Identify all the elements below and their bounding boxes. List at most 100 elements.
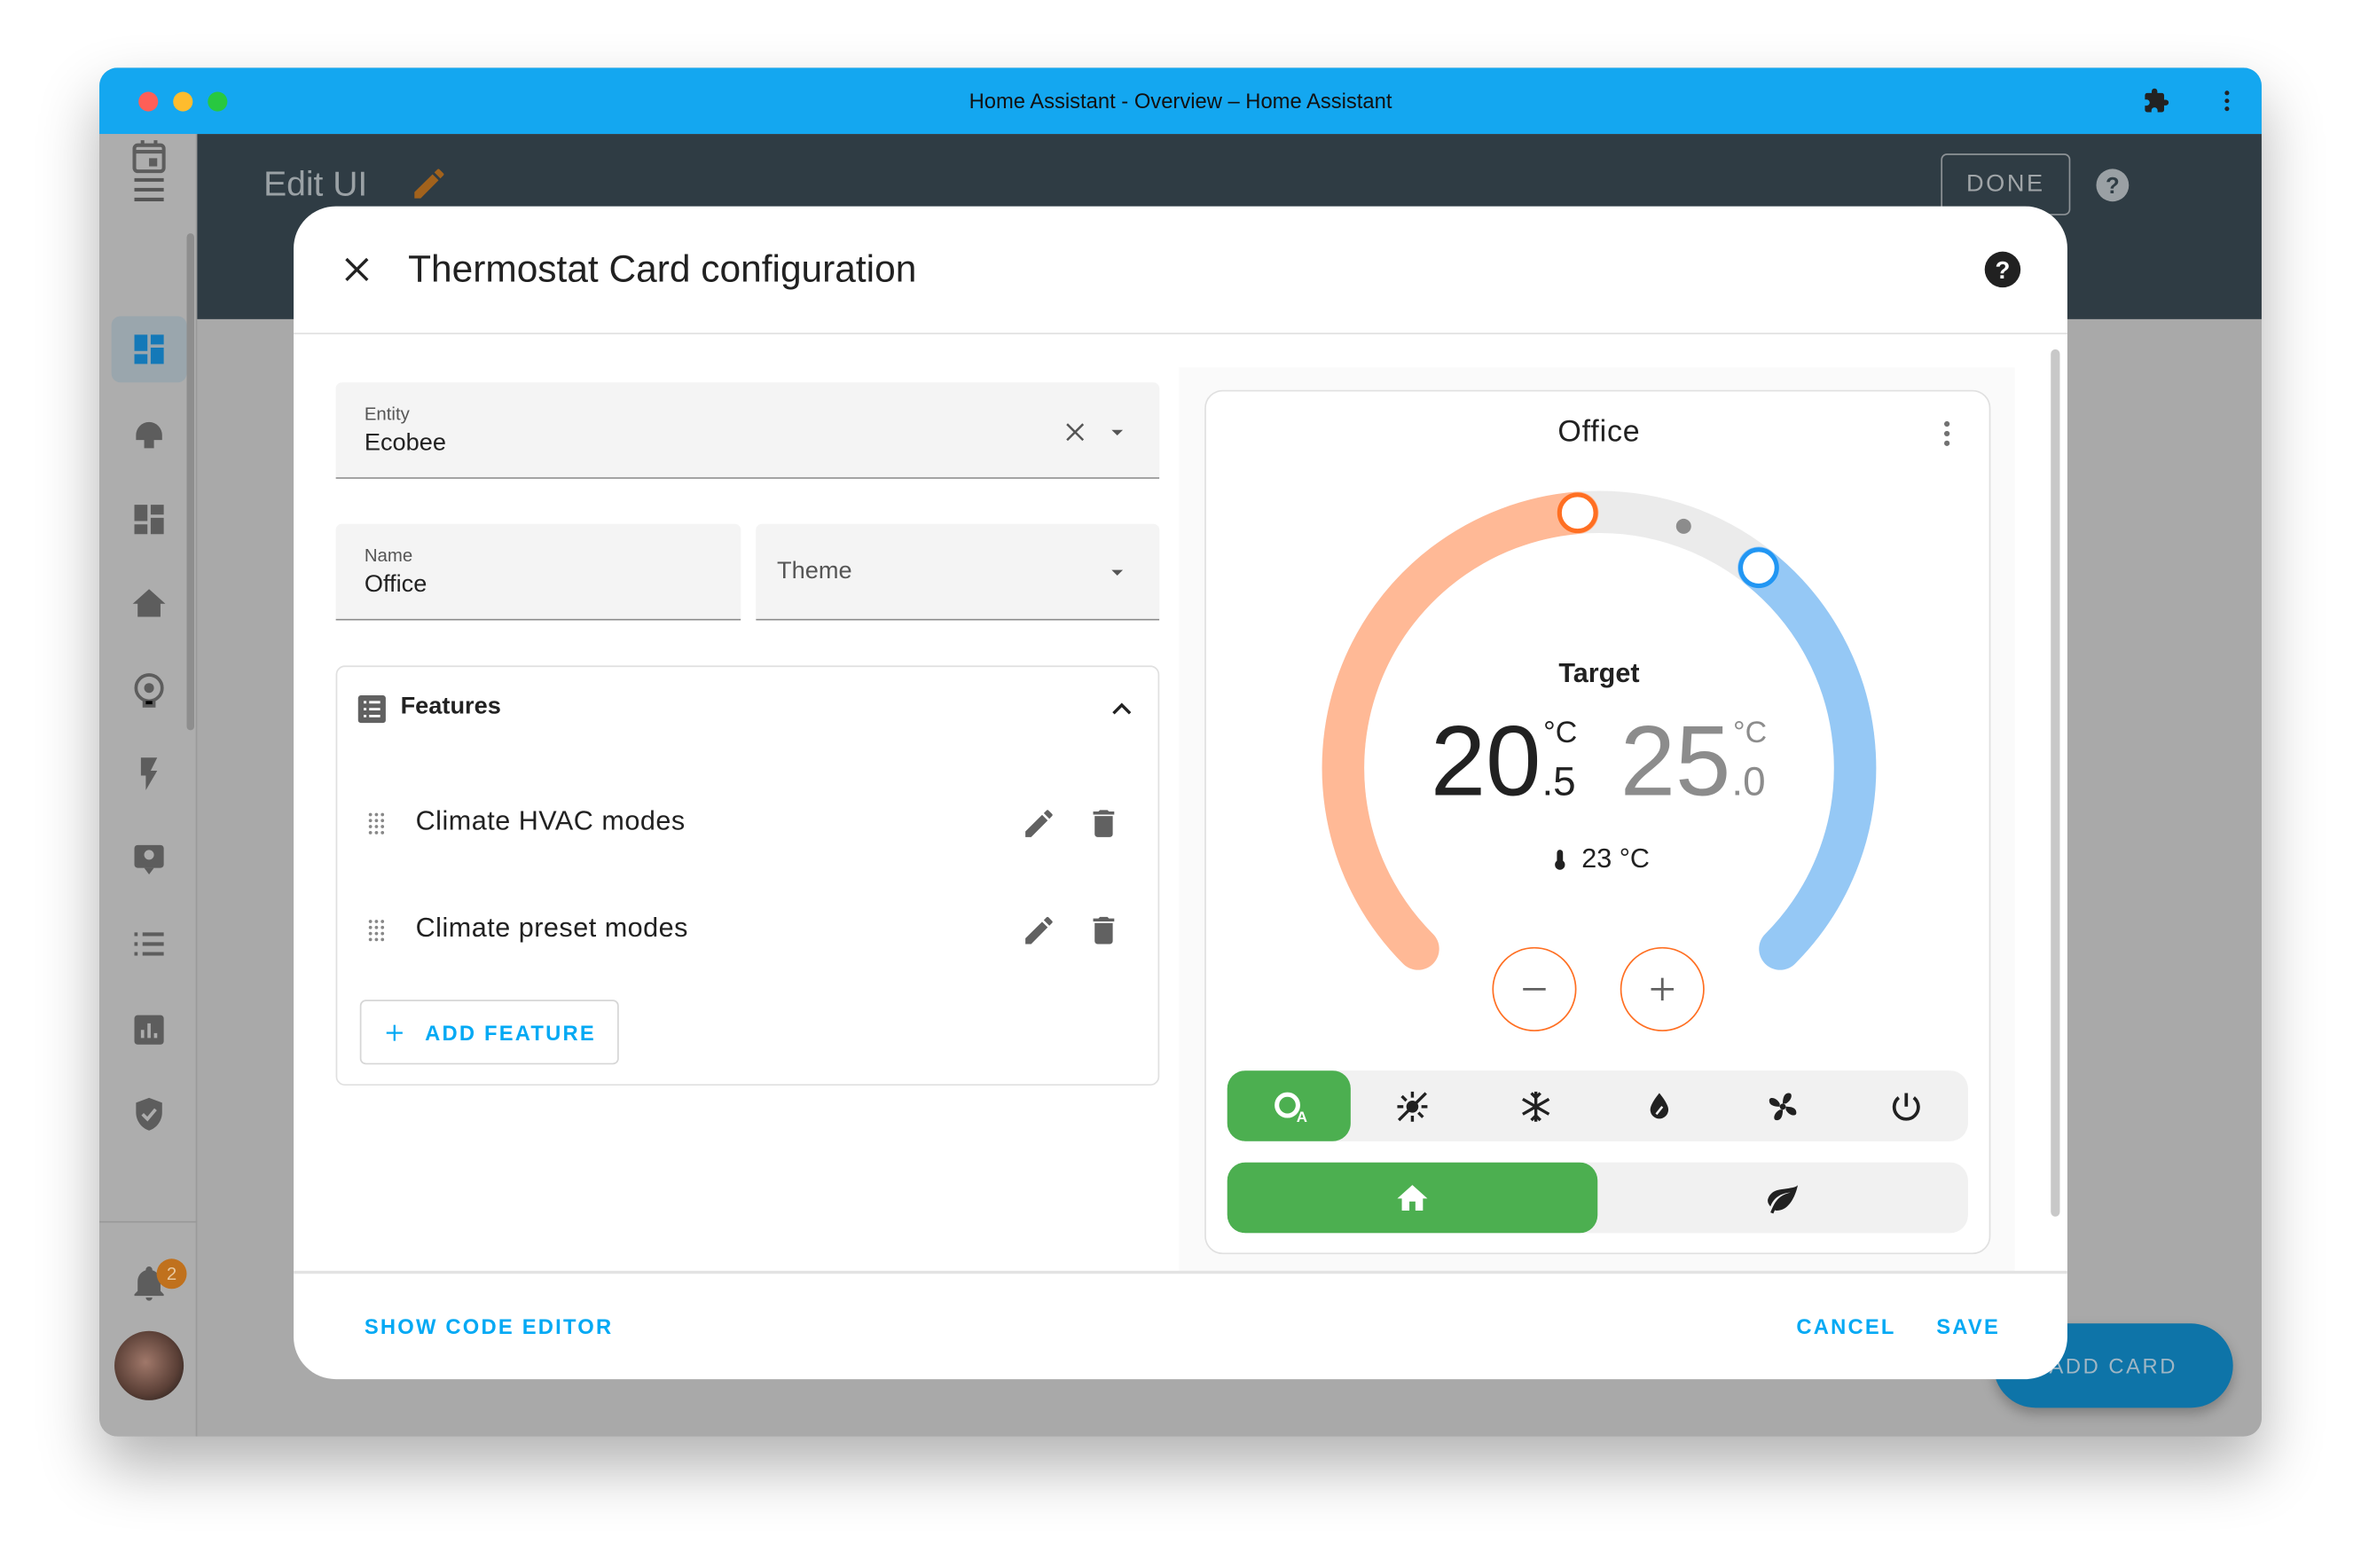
high-integer: 25 bbox=[1620, 704, 1731, 817]
dropdown-arrow-icon[interactable] bbox=[1103, 419, 1131, 446]
card-title: Office bbox=[1557, 415, 1641, 449]
done-button[interactable]: DONE bbox=[1941, 153, 2071, 216]
energy-icon bbox=[136, 419, 162, 449]
sidebar-item-overview[interactable] bbox=[111, 316, 187, 383]
sidebar-item-dashboard[interactable] bbox=[127, 497, 172, 542]
cool-range-arc bbox=[1737, 546, 1877, 970]
plus-icon bbox=[1651, 977, 1674, 1001]
svg-text:?: ? bbox=[2106, 174, 2120, 199]
high-setpoint-handle[interactable] bbox=[1737, 547, 1779, 589]
sidebar: 2 bbox=[99, 134, 198, 1437]
hvac-modes-bar: A bbox=[1227, 1070, 1968, 1141]
entity-picker[interactable]: Entity Ecobee bbox=[335, 382, 1160, 479]
window-title: Home Assistant - Overview – Home Assista… bbox=[969, 89, 1392, 114]
temperature-gauge[interactable] bbox=[1206, 391, 1992, 1023]
dialog-scrollbar[interactable] bbox=[2051, 349, 2060, 1217]
sidebar-item-history[interactable] bbox=[127, 751, 172, 796]
sidebar-item-calendar[interactable] bbox=[127, 134, 172, 179]
notifications-button[interactable] bbox=[127, 1260, 172, 1305]
preset-modes-bar bbox=[1227, 1162, 1968, 1234]
minimize-window-button[interactable] bbox=[173, 91, 193, 112]
sidebar-item-menu[interactable] bbox=[127, 167, 172, 212]
svg-text:?: ? bbox=[1996, 256, 2011, 284]
sidebar-item-security[interactable] bbox=[127, 1092, 172, 1137]
hvac-mode-heat-cool[interactable]: A bbox=[1227, 1070, 1351, 1141]
preset-mode-eco[interactable] bbox=[1597, 1163, 1968, 1234]
low-setpoint-handle[interactable] bbox=[1557, 492, 1598, 534]
hvac-mode-off[interactable] bbox=[1845, 1070, 1968, 1141]
show-code-editor-button[interactable]: SHOW CODE EDITOR bbox=[364, 1314, 614, 1339]
help-icon[interactable]: ? bbox=[2093, 166, 2132, 205]
save-button[interactable]: SAVE bbox=[1936, 1314, 2001, 1339]
media-icon bbox=[134, 844, 164, 874]
sidebar-item-energy[interactable] bbox=[127, 412, 172, 458]
list-box-icon bbox=[357, 695, 386, 724]
hvac-mode-dry[interactable] bbox=[1597, 1070, 1721, 1141]
card-menu-icon[interactable] bbox=[1930, 417, 1963, 450]
drag-handle-icon[interactable] bbox=[358, 805, 395, 842]
menu-icon bbox=[134, 177, 164, 201]
sidebar-item-statistics[interactable] bbox=[127, 1007, 172, 1053]
browser-menu-icon[interactable] bbox=[2214, 87, 2241, 114]
current-temperature-marker bbox=[1675, 518, 1691, 534]
pencil-icon bbox=[414, 169, 444, 199]
close-window-button[interactable] bbox=[138, 91, 159, 112]
cancel-button[interactable]: CANCEL bbox=[1796, 1314, 1896, 1339]
hvac-mode-fan-only[interactable] bbox=[1721, 1070, 1844, 1141]
delete-icon[interactable] bbox=[1086, 805, 1122, 842]
map-icon bbox=[132, 589, 166, 617]
clear-icon[interactable] bbox=[1063, 420, 1087, 444]
todo-icon bbox=[134, 932, 164, 956]
logbook-icon bbox=[134, 673, 164, 708]
edit-icon[interactable] bbox=[1021, 913, 1057, 949]
card-config-dialog: Thermostat Card configuration ? Entity E… bbox=[294, 206, 2067, 1380]
theme-placeholder: Theme bbox=[777, 558, 852, 584]
features-panel: Features Climate HVAC modes Climate prese… bbox=[335, 665, 1160, 1086]
bell-icon bbox=[134, 1266, 164, 1301]
drag-handle-icon[interactable] bbox=[358, 913, 395, 949]
edit-icon[interactable] bbox=[1021, 805, 1057, 842]
decrease-button[interactable] bbox=[1492, 946, 1577, 1031]
fan-only-icon bbox=[1769, 1092, 1797, 1120]
sidebar-item-logbook[interactable] bbox=[127, 667, 172, 712]
calendar-icon bbox=[132, 140, 166, 174]
name-field[interactable]: Name Office bbox=[335, 523, 741, 621]
extension-icon[interactable] bbox=[2143, 87, 2170, 114]
heat-range-arc bbox=[1322, 491, 1599, 970]
low-integer: 20 bbox=[1430, 704, 1541, 817]
name-value: Office bbox=[364, 572, 427, 598]
statistics-icon bbox=[134, 1015, 164, 1045]
chevron-up-icon[interactable] bbox=[1105, 693, 1138, 725]
increase-button[interactable] bbox=[1620, 946, 1705, 1031]
dropdown-arrow-icon bbox=[1111, 569, 1124, 576]
help-icon[interactable]: ? bbox=[1983, 250, 2022, 289]
sidebar-item-todo[interactable] bbox=[127, 921, 172, 967]
add-feature-button[interactable]: ADD FEATURE bbox=[359, 1000, 619, 1065]
maximize-window-button[interactable] bbox=[208, 91, 228, 112]
off-icon bbox=[1892, 1092, 1920, 1120]
hvac-mode-cool[interactable] bbox=[1474, 1070, 1597, 1141]
theme-select[interactable]: Theme bbox=[756, 523, 1160, 621]
current-temperature: 23 °C bbox=[1206, 843, 1992, 875]
home-icon bbox=[1397, 1184, 1428, 1211]
page-title: Edit UI bbox=[263, 164, 368, 204]
user-avatar[interactable] bbox=[114, 1330, 184, 1400]
preset-mode-home[interactable] bbox=[1227, 1162, 1598, 1234]
preview-pane: Office Target 20 °C .5 25 °C .0 23 °C bbox=[1179, 367, 2015, 1273]
feature-label: Climate preset modes bbox=[415, 912, 688, 943]
dashboard-icon bbox=[134, 505, 164, 535]
delete-icon[interactable] bbox=[1086, 913, 1122, 949]
sidebar-item-media[interactable] bbox=[127, 837, 172, 882]
svg-text:A: A bbox=[1297, 1108, 1307, 1124]
minus-icon bbox=[1523, 987, 1546, 991]
heat-icon bbox=[1397, 1090, 1428, 1121]
current-temperature-value: 23 °C bbox=[1581, 843, 1651, 874]
hvac-mode-heat[interactable] bbox=[1351, 1070, 1474, 1141]
name-label: Name bbox=[364, 545, 413, 567]
sidebar-scrollbar[interactable] bbox=[186, 233, 195, 731]
feature-row: Climate preset modes bbox=[337, 898, 1157, 958]
history-icon bbox=[140, 757, 158, 791]
close-icon[interactable] bbox=[339, 252, 375, 288]
overview-icon bbox=[134, 334, 164, 365]
sidebar-item-map[interactable] bbox=[127, 581, 172, 626]
